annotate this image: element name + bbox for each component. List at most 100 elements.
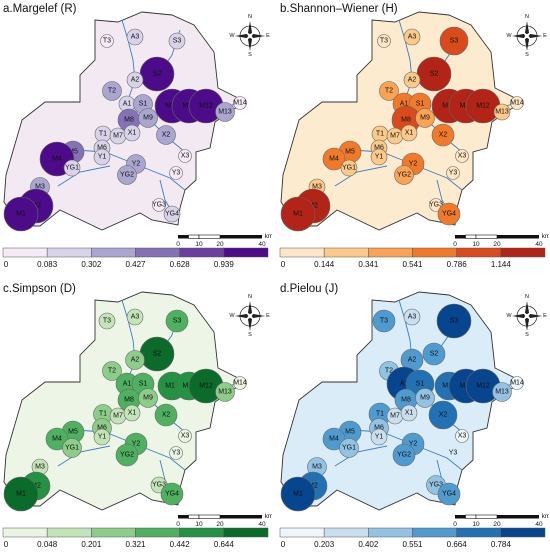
legend-swatch [456, 527, 502, 538]
site-marker [340, 159, 358, 177]
site-label: M6 [374, 425, 384, 432]
site-label: M8 [124, 117, 134, 124]
compass-label-w: W [229, 313, 235, 319]
legend-swatch [500, 527, 546, 538]
site-label: A3 [408, 314, 417, 321]
site-label: Y1 [375, 154, 384, 161]
legend-swatch [279, 527, 325, 538]
scale-bar-label: 20 [216, 521, 224, 528]
site-label: T1 [376, 131, 384, 138]
site-label: M7 [390, 133, 400, 140]
site-label: M1 [16, 211, 26, 218]
site-label: M14 [233, 380, 247, 387]
site-marker [436, 303, 472, 339]
site-marker [403, 28, 421, 46]
site-marker [437, 482, 461, 506]
compass-label-s: S [248, 332, 252, 338]
site-marker [126, 28, 144, 46]
site-label: M13 [218, 109, 232, 116]
site-marker [152, 198, 166, 212]
legend-break-label: 0.201 [81, 540, 102, 549]
site-marker [138, 108, 158, 128]
compass-label-e: E [543, 33, 547, 39]
scale-bar-label: 0 [176, 521, 180, 528]
site-marker [3, 476, 39, 512]
site-label: A1 [400, 101, 409, 108]
site-label: M6 [97, 145, 107, 152]
north-arrow-icon: N S E W [229, 294, 270, 338]
site-marker [62, 438, 82, 458]
site-label: M9 [143, 115, 153, 122]
panel-title: b.Shannon–Wiener (H) [280, 3, 398, 15]
site-label: T3 [380, 318, 388, 325]
legend-break-label: 0.786 [447, 260, 468, 269]
panel-shannon-wiener: b.Shannon–Wiener (H) N S E W T3 A3 S3 S2 A2 T2 A1 S1… [277, 0, 549, 272]
site-label: S3 [173, 38, 182, 45]
panel-margalef: a.Margelef (R)NSEWT3A3S3S2A2T2A1S1M10M11… [0, 0, 272, 272]
site-marker [100, 34, 114, 48]
site-label: Y3 [449, 450, 458, 457]
site-label: Y1 [375, 434, 384, 441]
site-marker [215, 382, 235, 402]
panel-title: d.Pielou (J) [280, 283, 338, 295]
site-label: M14 [233, 100, 247, 107]
site-label: M14 [510, 380, 524, 387]
site-label: S1 [416, 101, 425, 108]
site-label: A2 [408, 357, 417, 364]
site-label: X1 [405, 410, 414, 417]
site-label: M9 [420, 395, 430, 402]
legend-swatch [223, 527, 269, 538]
site-label: M3 [312, 184, 322, 191]
site-label: S3 [450, 318, 459, 325]
north-arrow-icon: N S E W [506, 14, 547, 58]
site-marker [372, 309, 396, 333]
site-marker [439, 26, 469, 56]
site-label: A3 [131, 314, 140, 321]
site-marker [93, 428, 111, 446]
site-label: Y2 [409, 161, 418, 168]
legend-swatch [500, 247, 546, 258]
legend: 0 0.144 0.341 0.541 0.786 1.144 [279, 247, 546, 269]
site-label: M5 [68, 149, 78, 156]
scale-bar-unit: km [265, 513, 272, 520]
site-label: T2 [108, 88, 116, 95]
site-marker [165, 309, 189, 333]
site-label: YG3 [429, 482, 443, 489]
site-marker [322, 427, 346, 451]
site-label: YG1 [65, 445, 79, 452]
site-label: M4 [52, 156, 62, 163]
site-label: T1 [99, 411, 107, 418]
site-label: M9 [143, 395, 153, 402]
site-marker [169, 166, 183, 180]
legend-break-label: 0.203 [314, 540, 335, 549]
scale-bar-label: 10 [472, 241, 480, 248]
site-label: X1 [128, 410, 137, 417]
legend-break-label: 0.427 [125, 260, 146, 269]
site-marker [370, 428, 388, 446]
site-marker [154, 403, 178, 427]
site-label: YG2 [120, 452, 134, 459]
site-label: S1 [416, 381, 425, 388]
site-marker [400, 124, 418, 142]
site-marker [160, 482, 184, 506]
site-label: YG4 [442, 491, 456, 498]
legend-swatch [135, 247, 180, 258]
site-marker [123, 124, 141, 142]
legend-break-label: 0 [4, 540, 9, 549]
site-label: Y3 [172, 450, 181, 457]
compass-label-s: S [525, 52, 529, 58]
site-label: Y2 [409, 441, 418, 448]
site-label: T3 [103, 38, 111, 45]
legend-swatch [323, 527, 369, 538]
panel-pielou: d.Pielou (J)NSEWT3A3S3S2A2T2A1S1M10M11M1… [277, 280, 549, 552]
site-label: Y2 [132, 161, 141, 168]
site-label: M13 [218, 389, 232, 396]
site-marker [377, 34, 391, 48]
legend-break-label: 0.784 [491, 540, 512, 549]
legend-break-label: 0 [281, 540, 286, 549]
site-label: X1 [128, 130, 137, 137]
compass-label-n: N [248, 294, 252, 300]
site-marker [510, 96, 524, 110]
